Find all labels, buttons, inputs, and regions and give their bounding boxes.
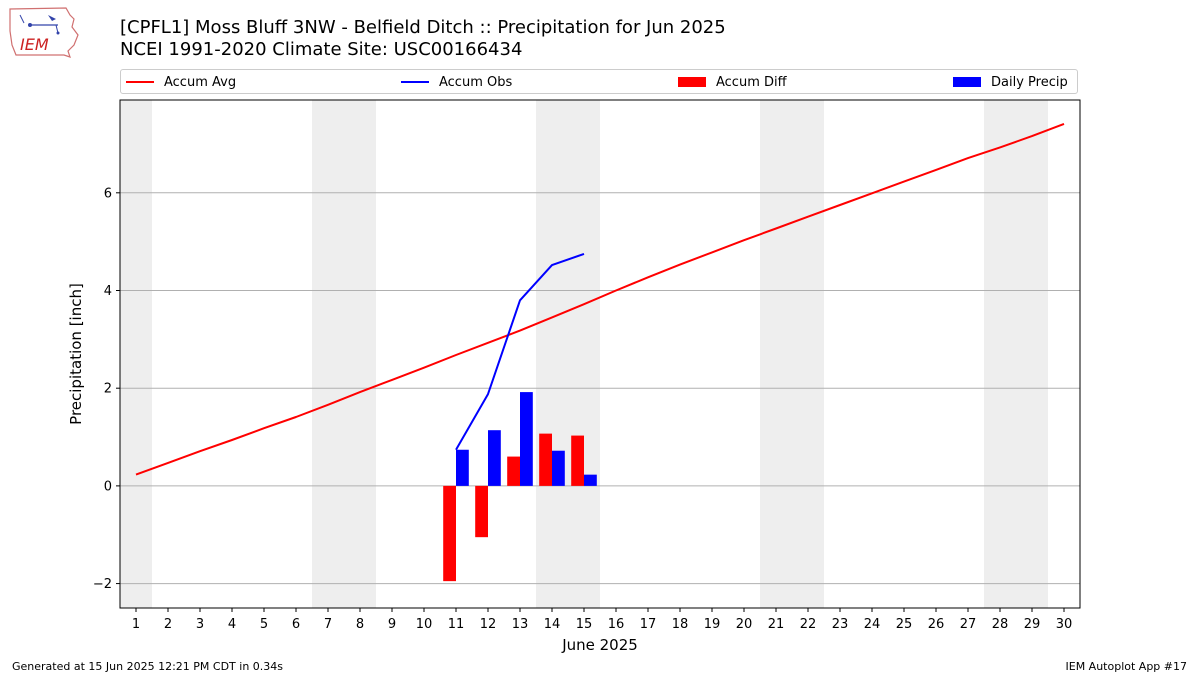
x-tick-label: 5 [260,617,268,632]
plot-frame [119,99,1081,609]
x-tick-label: 28 [992,617,1009,632]
x-tick-label: 6 [292,617,300,632]
accum-avg-line [135,122,1065,476]
title-line-2: NCEI 1991-2020 Climate Site: USC00166434 [120,39,523,60]
accum-diff-bar-15 [571,435,584,486]
x-tick-label: 20 [736,617,753,632]
accum-diff-bar-14 [539,433,552,486]
accum-obs-line [455,252,585,451]
x-tick-label: 19 [704,617,721,632]
weekend-shading [120,100,1048,608]
x-tick-label: 16 [608,617,625,632]
x-tick-label: 25 [896,617,913,632]
chart-title: [CPFL1] Moss Bluff 3NW - Belfield Ditch … [120,17,726,61]
x-tick-label: 24 [864,617,881,632]
chart-legend: Accum Avg Accum Obs Accum Diff Daily Pre… [120,69,1078,94]
legend-label-daily-precip: Daily Precip [991,74,1068,90]
x-tick-label: 30 [1056,617,1073,632]
x-tick-label: 23 [832,617,849,632]
x-tick-label: 29 [1024,617,1041,632]
weekend-band-15 [568,100,600,608]
x-tick-label: 21 [768,617,785,632]
weekend-band-28 [984,100,1016,608]
title-line-1: [CPFL1] Moss Bluff 3NW - Belfield Ditch … [120,17,726,38]
x-tick-label: 9 [388,617,396,632]
bars [443,392,597,582]
x-tick-label: 22 [800,617,817,632]
x-tick-label: 7 [324,617,332,632]
iem-logo: IEM [8,5,80,59]
legend-item-accum-obs: Accum Obs [401,74,512,90]
daily-precip-bar-12 [488,430,501,486]
x-tick-label: 17 [640,617,657,632]
legend-swatch-accum-diff [678,77,706,87]
legend-swatch-accum-avg [126,81,154,83]
legend-swatch-accum-obs [401,81,429,83]
legend-item-accum-diff: Accum Diff [678,74,787,90]
y-tick-label: 4 [104,284,112,299]
y-tick-label: 6 [104,186,112,201]
legend-label-accum-avg: Accum Avg [164,74,237,90]
accum-diff-bar-12 [475,485,488,538]
daily-precip-bar-11 [456,449,469,486]
x-tick-label: 18 [672,617,689,632]
x-tick-label: 27 [960,617,977,632]
x-tick-label: 12 [480,617,497,632]
x-tick-label: 2 [164,617,172,632]
x-tick-label: 26 [928,617,945,632]
weekend-band-22 [792,100,824,608]
legend-label-accum-diff: Accum Diff [716,74,787,90]
legend-item-accum-avg: Accum Avg [126,74,236,90]
weekend-band-7 [312,100,344,608]
y-tick-label: −2 [93,577,112,592]
x-tick-label: 13 [512,617,529,632]
x-tick-label: 3 [196,617,204,632]
x-tick-label: 8 [356,617,364,632]
accum-diff-bar-13 [507,456,520,486]
legend-swatch-daily-precip [953,77,981,87]
x-tick-label: 1 [132,617,140,632]
footer-app: IEM Autoplot App #17 [1065,660,1188,673]
daily-precip-bar-15 [584,474,597,486]
daily-precip-bar-14 [552,450,565,486]
x-tick-label: 11 [448,617,465,632]
series-lines [135,122,1065,476]
daily-precip-bar-13 [520,392,533,486]
weekend-band-1 [120,100,152,608]
x-tick-label: 4 [228,617,236,632]
accum-diff-bar-11 [443,485,456,582]
x-axis-label: June 2025 [561,636,638,654]
weekend-band-14 [536,100,568,608]
footer-generated: Generated at 15 Jun 2025 12:21 PM CDT in… [12,660,284,673]
weekend-band-8 [344,100,376,608]
x-tick-label: 10 [416,617,433,632]
legend-item-daily-precip: Daily Precip [953,74,1068,90]
logo-text: IEM [20,35,49,54]
x-tick-label: 14 [544,617,561,632]
x-tick-label: 15 [576,617,593,632]
weekend-band-29 [1016,100,1048,608]
y-axis-label: Precipitation [inch] [67,283,85,425]
y-tick-label: 2 [104,382,112,397]
legend-label-accum-obs: Accum Obs [439,74,513,90]
gridlines [120,192,1080,585]
weekend-band-21 [760,100,792,608]
y-tick-label: 0 [104,479,112,494]
